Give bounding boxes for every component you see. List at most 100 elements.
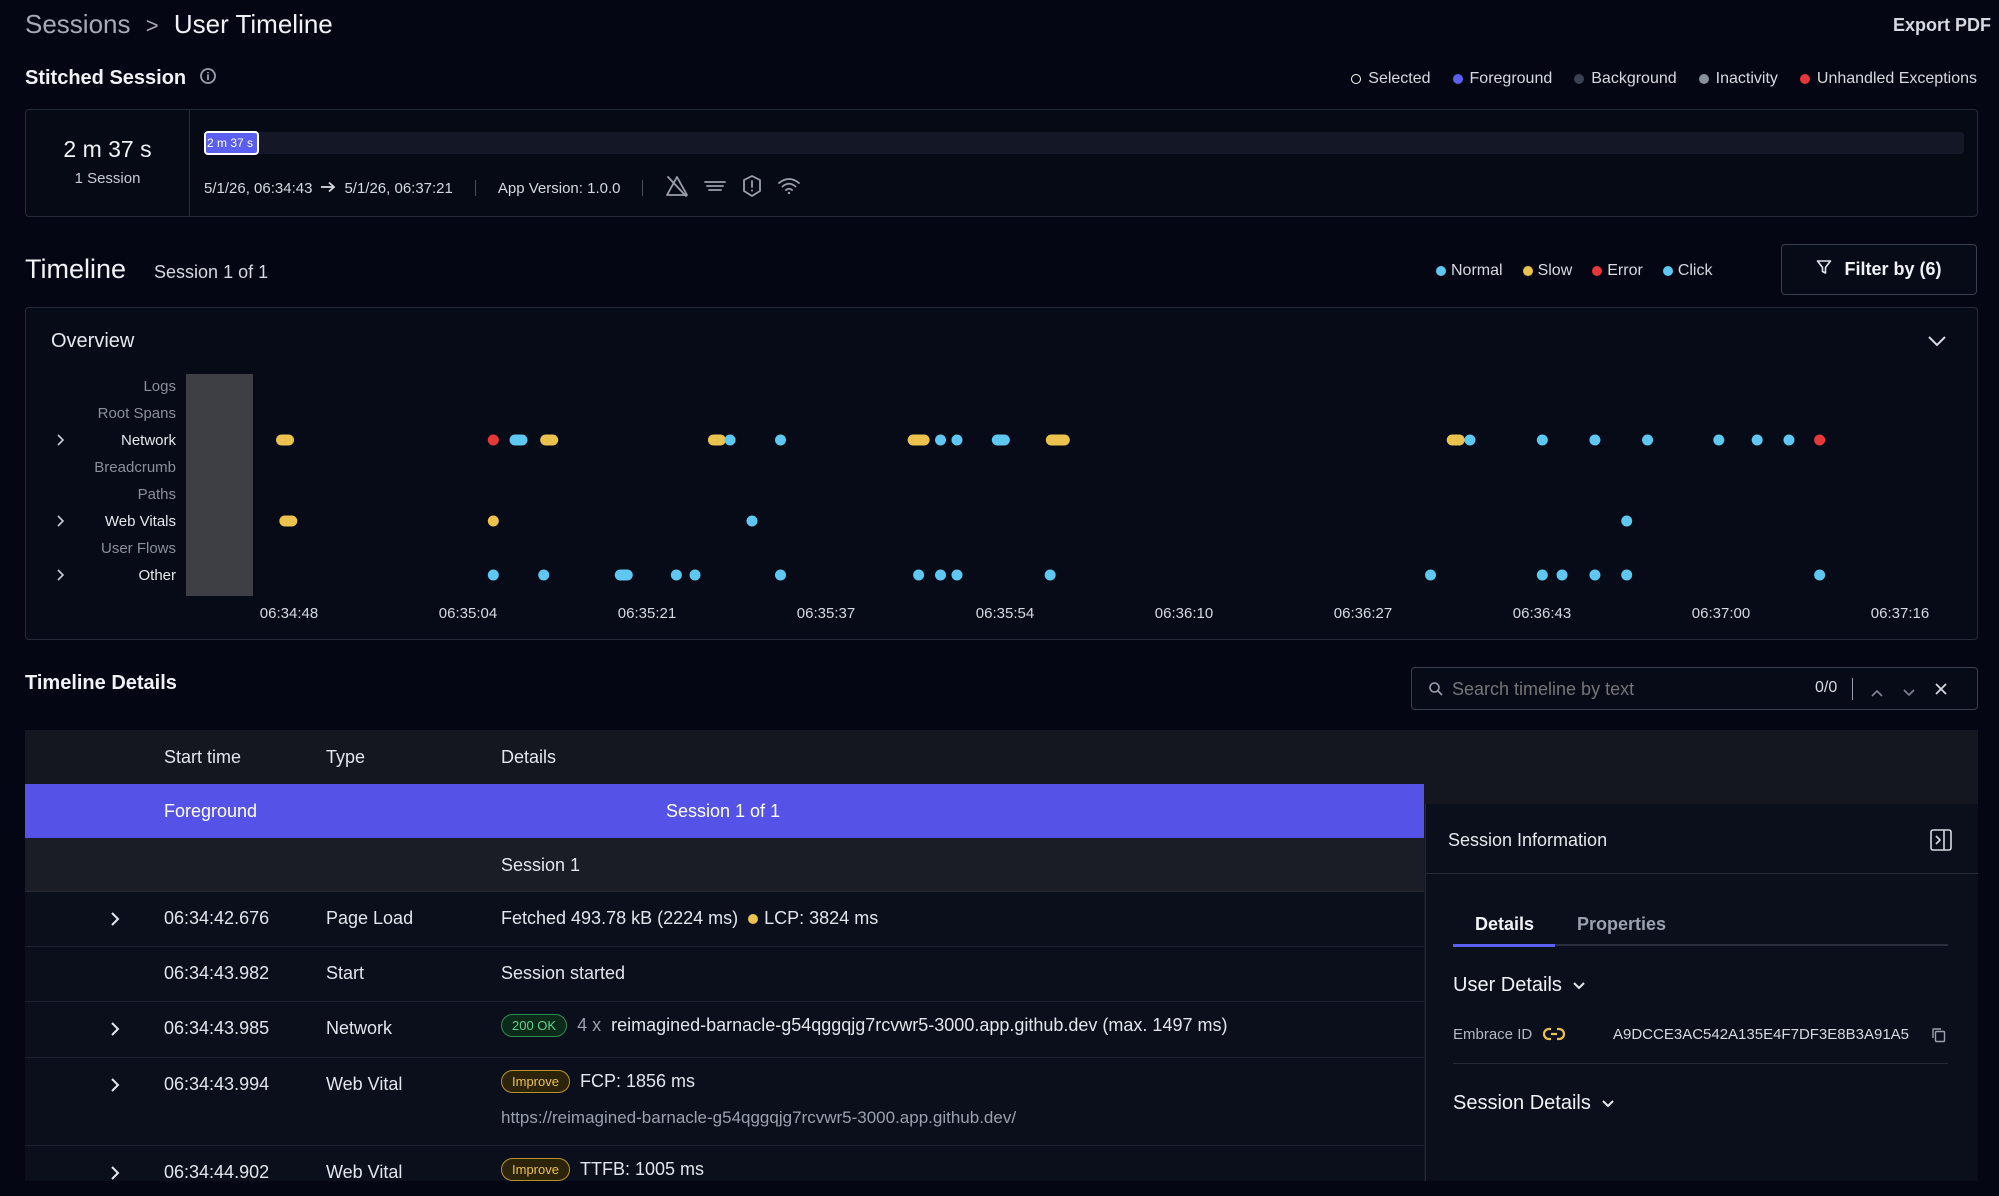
overview-event-marker[interactable] [1464, 434, 1476, 446]
column-start-time[interactable]: Start time [164, 747, 242, 767]
user-details-toggle[interactable]: User Details [1453, 974, 1586, 997]
overview-event-marker[interactable] [1621, 515, 1633, 527]
overview-event-marker[interactable] [1814, 434, 1826, 446]
session-duration-box[interactable]: 2 m 37 s 1 Session [26, 110, 190, 216]
overview-event-marker[interactable] [951, 569, 963, 581]
session-row-label: Session 1 [501, 855, 581, 875]
overview-event-marker[interactable] [1642, 434, 1654, 446]
overview-event-marker[interactable] [1536, 569, 1548, 581]
overview-event-marker[interactable] [540, 434, 559, 446]
overview-event-marker[interactable] [935, 434, 947, 446]
overview-event-marker[interactable] [724, 434, 736, 446]
table-row[interactable]: 06:34:43.982 Start Session started [25, 947, 1424, 1002]
overview-event-marker[interactable] [670, 569, 682, 581]
overview-event-marker[interactable] [1556, 569, 1568, 581]
overview-event-marker[interactable] [935, 569, 947, 581]
overview-event-marker[interactable] [1713, 434, 1725, 446]
chevron-right-icon[interactable] [109, 911, 121, 932]
overview-event-marker[interactable] [1044, 569, 1056, 581]
export-pdf-button[interactable]: Export PDF [1892, 15, 1991, 35]
close-icon[interactable] [1933, 681, 1949, 702]
timeline-legend-item: Click [1662, 262, 1712, 280]
row-start-time: 06:34:44.902 [164, 1162, 270, 1181]
overview-event-marker[interactable] [487, 434, 499, 446]
logs-icon[interactable] [703, 177, 727, 199]
overview-event-marker[interactable] [1621, 569, 1633, 581]
overview-event-marker[interactable] [991, 434, 1010, 446]
no-crash-icon[interactable] [665, 175, 689, 201]
overview-event-marker[interactable] [774, 569, 786, 581]
legend-dot-icon [1662, 266, 1673, 276]
overview-event-marker[interactable] [907, 434, 930, 446]
overview-event-marker[interactable] [614, 569, 633, 581]
link-icon[interactable] [1542, 1025, 1566, 1048]
overview-event-marker[interactable] [1446, 434, 1465, 446]
status-badge: Improve [501, 1158, 570, 1181]
table-row[interactable]: 06:34:43.994 Web Vital Improve FCP: 1856 ms… [25, 1058, 1424, 1146]
table-row[interactable]: 06:34:44.902 Web Vital Improve TTFB: 1005 m… [25, 1146, 1424, 1181]
chevron-down-icon[interactable] [1902, 683, 1916, 703]
overview-event-marker[interactable] [1589, 434, 1601, 446]
overview-event-marker[interactable] [707, 434, 726, 446]
overview-row-label[interactable]: Network [121, 432, 177, 449]
chevron-right-icon[interactable] [57, 434, 65, 446]
info-icon[interactable] [200, 68, 217, 89]
overview-event-marker[interactable] [689, 569, 701, 581]
overview-event-marker[interactable] [1045, 434, 1070, 446]
chevron-right-icon[interactable] [57, 515, 65, 527]
overview-row-label[interactable]: Web Vitals [105, 513, 176, 530]
overview-row-label[interactable]: Other [138, 567, 176, 584]
overview-event-marker[interactable] [1425, 569, 1437, 581]
overview-event-marker[interactable] [538, 569, 550, 581]
overview-event-marker[interactable] [746, 515, 758, 527]
timeline-legend-item: Normal [1436, 262, 1503, 280]
chevron-down-icon[interactable] [1927, 332, 1947, 352]
overview-event-marker[interactable] [509, 434, 528, 446]
overview-selection-band[interactable] [186, 374, 253, 596]
breadcrumb-sessions[interactable]: Sessions [25, 9, 131, 39]
session-bar-track[interactable]: 2 m 37 s [204, 131, 1964, 155]
stitched-legend: Selected Foreground Background Inactivity Un… [1329, 70, 1977, 88]
breadcrumb-separator: > [145, 13, 159, 38]
chevron-right-icon[interactable] [57, 569, 65, 581]
chevron-right-icon[interactable] [109, 1165, 121, 1181]
overview-event-marker[interactable] [1536, 434, 1548, 446]
overview-event-marker[interactable] [1814, 569, 1826, 581]
chevron-right-icon[interactable] [109, 1077, 121, 1098]
overview-event-marker[interactable] [1589, 569, 1601, 581]
search-input[interactable] [1452, 676, 1782, 702]
session-details-toggle[interactable]: Session Details [1453, 1092, 1615, 1115]
chevron-right-icon[interactable] [109, 1021, 121, 1042]
overview-event-marker[interactable] [1783, 434, 1795, 446]
row-start-time: 06:34:43.994 [164, 1074, 270, 1094]
chevron-up-icon[interactable] [1870, 683, 1884, 703]
table-row[interactable]: 06:34:42.676 Page Load Fetched 493.78 kB (… [25, 892, 1424, 947]
foreground-row[interactable]: Foreground Session 1 of 1 [25, 784, 1424, 838]
overview-event-marker[interactable] [913, 569, 925, 581]
row-count: 4 x [577, 1015, 602, 1035]
wifi-icon[interactable] [777, 176, 801, 200]
column-details[interactable]: Details [501, 747, 557, 767]
table-row[interactable]: 06:34:43.985 Network 200 OK 4 x reimagined-b… [25, 1002, 1424, 1058]
session-bar-label: 2 m 37 s [207, 136, 254, 150]
overview-event-marker[interactable] [487, 569, 499, 581]
overview-tick-label: 06:35:37 [797, 605, 855, 622]
stitched-legend-item: Selected [1351, 70, 1431, 88]
filter-button[interactable]: Filter by (6) [1781, 244, 1977, 295]
tab-properties[interactable]: Properties [1577, 914, 1667, 934]
session-bar-selected[interactable]: 2 m 37 s [204, 131, 259, 155]
exception-shield-icon[interactable] [741, 174, 763, 202]
panel-toggle-icon[interactable] [1929, 828, 1953, 857]
overview-event-marker[interactable] [276, 434, 295, 446]
overview-event-marker[interactable] [487, 515, 499, 527]
overview-event-marker[interactable] [774, 434, 786, 446]
overview-event-marker[interactable] [951, 434, 963, 446]
copy-icon[interactable] [1931, 1027, 1947, 1048]
column-type[interactable]: Type [326, 747, 366, 767]
tab-details[interactable]: Details [1475, 914, 1535, 934]
chevron-down-icon [1572, 976, 1586, 996]
overview-event-marker[interactable] [279, 515, 298, 527]
row-url[interactable]: https://reimagined-barnacle-g54qggqjg7rc… [501, 1108, 1017, 1127]
overview-chart[interactable]: Logs Root Spans Network Breadcrumb Paths Web … [26, 308, 1977, 639]
overview-event-marker[interactable] [1751, 434, 1763, 446]
